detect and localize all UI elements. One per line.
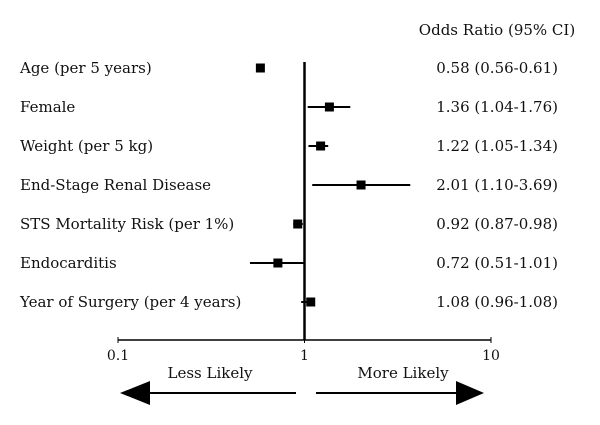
- or-value: 0.58 (0.56-0.61): [436, 59, 558, 77]
- or-marker: [273, 258, 283, 268]
- row-label: STS Mortality Risk (per 1%): [20, 215, 234, 233]
- row-label: Year of Surgery (per 4 years): [19, 293, 241, 311]
- row-label: End-Stage Renal Disease: [20, 176, 211, 194]
- or-value: 1.22 (1.05-1.34): [436, 137, 558, 155]
- or-value: 0.92 (0.87-0.98): [436, 215, 558, 233]
- x-axis: 0.1 1 10: [107, 62, 500, 364]
- row-label: Endocarditis: [20, 254, 117, 272]
- forest-row: Year of Surgery (per 4 years) 1.08 (0.96-…: [19, 293, 558, 311]
- direction-arrows: Less Likely More Likely: [120, 364, 484, 405]
- or-value: 1.08 (0.96-1.08): [436, 293, 558, 311]
- odds-ratio-header: Odds Ratio (95% CI): [419, 21, 575, 39]
- more-likely-label: More Likely: [357, 364, 449, 382]
- or-marker: [255, 63, 265, 73]
- or-marker: [306, 297, 316, 307]
- forest-row: Endocarditis 0.72 (0.51-1.01): [20, 254, 558, 272]
- x-tick-label: 10: [482, 348, 500, 364]
- right-arrow-head: [456, 381, 484, 405]
- or-marker: [293, 219, 303, 229]
- forest-row: Age (per 5 years) 0.58 (0.56-0.61): [19, 59, 558, 77]
- row-label: Female: [20, 98, 75, 116]
- or-marker: [316, 141, 326, 151]
- or-value: 0.72 (0.51-1.01): [436, 254, 558, 272]
- or-value: 1.36 (1.04-1.76): [436, 98, 558, 116]
- or-marker: [324, 102, 334, 112]
- row-label: Weight (per 5 kg): [20, 137, 153, 155]
- less-likely-label: Less Likely: [168, 364, 254, 382]
- forest-rows: Age (per 5 years) 0.58 (0.56-0.61) Female 1…: [19, 59, 558, 311]
- x-tick-label: 1: [300, 348, 309, 364]
- or-marker: [356, 180, 366, 190]
- or-value: 2.01 (1.10-3.69): [436, 176, 558, 194]
- x-tick-label: 0.1: [107, 348, 129, 364]
- forest-row: Female 1.36 (1.04-1.76): [20, 98, 558, 116]
- left-arrow-head: [120, 381, 150, 405]
- forest-row: End-Stage Renal Disease 2.01 (1.10-3.69): [20, 176, 558, 194]
- forest-row: Weight (per 5 kg) 1.22 (1.05-1.34): [20, 137, 558, 155]
- forest-row: STS Mortality Risk (per 1%) 0.92 (0.87-0.…: [20, 215, 558, 233]
- row-label: Age (per 5 years): [19, 59, 152, 77]
